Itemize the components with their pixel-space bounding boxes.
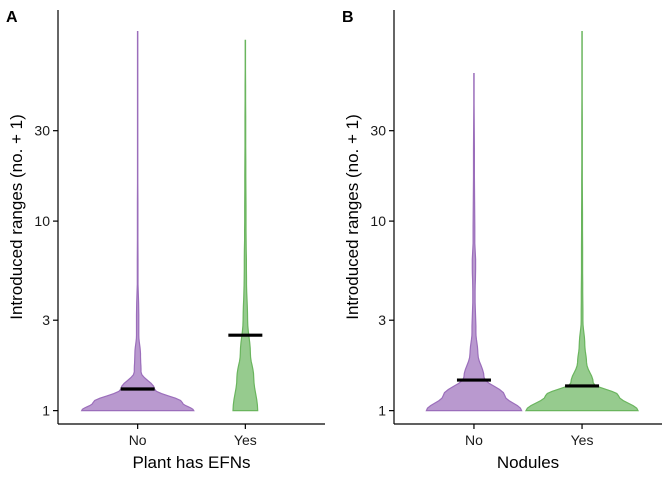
y-tick-label: 3 <box>42 312 50 328</box>
x-tick-label: Yes <box>571 432 594 448</box>
y-tick-label: 10 <box>34 213 50 229</box>
x-tick-label: Yes <box>234 432 257 448</box>
x-axis-title: Nodules <box>497 453 559 472</box>
violin-yes <box>232 39 259 412</box>
y-tick-label: 30 <box>34 123 50 139</box>
panel-a: 1 3 10 30 No Yes Plant has EFNs Introduced rang… <box>6 9 325 472</box>
x-axis-title: Plant has EFNs <box>132 453 250 472</box>
y-axis-title: Introduced ranges (no. + 1) <box>343 114 362 320</box>
y-tick-label: 1 <box>42 403 50 419</box>
x-tick-label: No <box>465 432 483 448</box>
y-tick-label: 30 <box>370 123 386 139</box>
panel-letter: A <box>6 9 18 26</box>
violin-yes <box>524 31 639 412</box>
y-tick-label: 3 <box>378 312 386 328</box>
panel-b: 1 3 10 30 No Yes Nodules Introduced ranges (no.… <box>342 9 662 472</box>
panel-letter: B <box>342 9 354 26</box>
violin-no <box>425 73 523 412</box>
y-tick-label: 10 <box>370 213 386 229</box>
y-tick-label: 1 <box>378 403 386 419</box>
y-axis-title: Introduced ranges (no. + 1) <box>7 114 26 320</box>
violin-no <box>80 31 195 412</box>
x-tick-label: No <box>129 432 147 448</box>
